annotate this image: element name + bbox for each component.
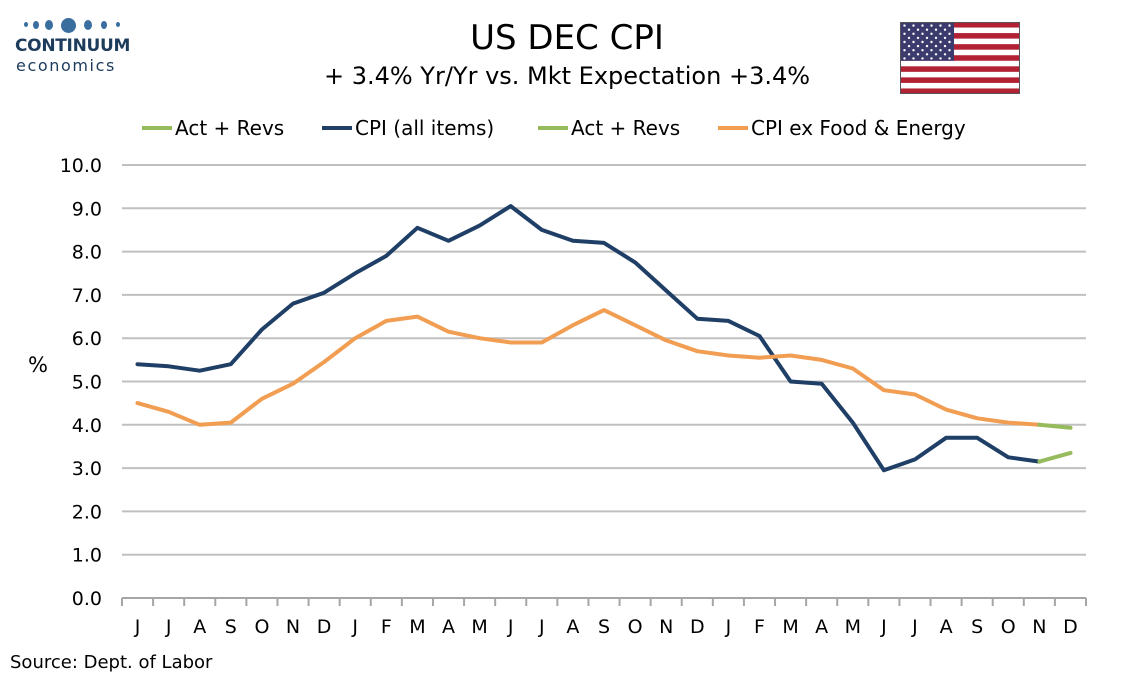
series-line-core [135,308,1042,427]
y-tick-label: 8.0 [72,242,102,264]
x-tick-label: D [690,616,705,638]
x-tick-label: M [845,616,861,638]
x-tick-label: F [754,616,765,638]
series-lines [135,204,1073,473]
us-flag-icon [900,22,1020,94]
legend-label: CPI ex Food & Energy [751,116,966,140]
series-line-revs-core [1037,422,1073,430]
logo-sub: economics [16,56,116,75]
x-tick-label: M [471,616,487,638]
y-tick-label: 6.0 [72,328,102,350]
grid-lines [122,164,1086,556]
legend: Act + Revs CPI (all items) Act + Revs CPI e… [142,116,966,140]
y-axis-ticks: 0.0 1.0 2.0 3.0 4.0 5.0 6.0 7.0 8.0 9.0 10.0 [60,155,102,610]
x-tick-label: O [628,616,643,638]
x-tick-label: J [880,616,887,638]
x-tick-label: J [911,616,918,638]
chart-subtitle: + 3.4% Yr/Yr vs. Mkt Expectation +3.4% [323,62,811,90]
series-line-cpi [135,204,1042,473]
y-tick-label: 1.0 [72,545,102,567]
x-tick-label: J [165,616,172,638]
x-tick-label: F [381,616,392,638]
y-tick-label: 0.0 [72,588,102,610]
y-tick-label: 10.0 [60,155,102,177]
x-tick-label: M [409,616,425,638]
legend-label: Act + Revs [571,116,680,140]
x-tick-label: A [815,616,828,638]
y-tick-label: 7.0 [72,285,102,307]
x-tick-label: J [507,616,514,638]
legend-label: CPI (all items) [355,116,494,140]
x-tick-label: N [659,616,673,638]
legend-label: Act + Revs [175,116,284,140]
x-tick-label: S [225,616,237,638]
x-tick-label: J [538,616,545,638]
x-tick-label: M [782,616,798,638]
x-tick-label: D [317,616,332,638]
x-tick-label: N [1032,616,1046,638]
x-tick-label: O [1001,616,1016,638]
x-tick-label: J [351,616,358,638]
x-tick-label: S [971,616,983,638]
x-tick-label: S [598,616,610,638]
x-tick-label: D [1063,616,1078,638]
x-tick-label: J [134,616,141,638]
x-tick-label: J [725,616,732,638]
x-tick-label: A [566,616,579,638]
y-tick-label: 2.0 [72,501,102,523]
continuum-logo: CONTINUUM economics [14,14,134,76]
source-note: Source: Dept. of Labor [10,652,213,673]
x-tick-label: A [193,616,206,638]
logo-brand: CONTINUUM [15,36,131,56]
x-tick-label: O [254,616,269,638]
chart-title: US DEC CPI [470,18,664,58]
series-line-revs-cpi [1037,450,1073,464]
y-tick-label: 5.0 [72,372,102,394]
y-tick-label: 9.0 [72,198,102,220]
x-tick-label: A [442,616,455,638]
y-tick-label: 3.0 [72,458,102,480]
y-tick-label: 4.0 [72,415,102,437]
x-tick-label: A [940,616,953,638]
x-tick-label: N [286,616,300,638]
y-axis-label: % [28,353,48,377]
